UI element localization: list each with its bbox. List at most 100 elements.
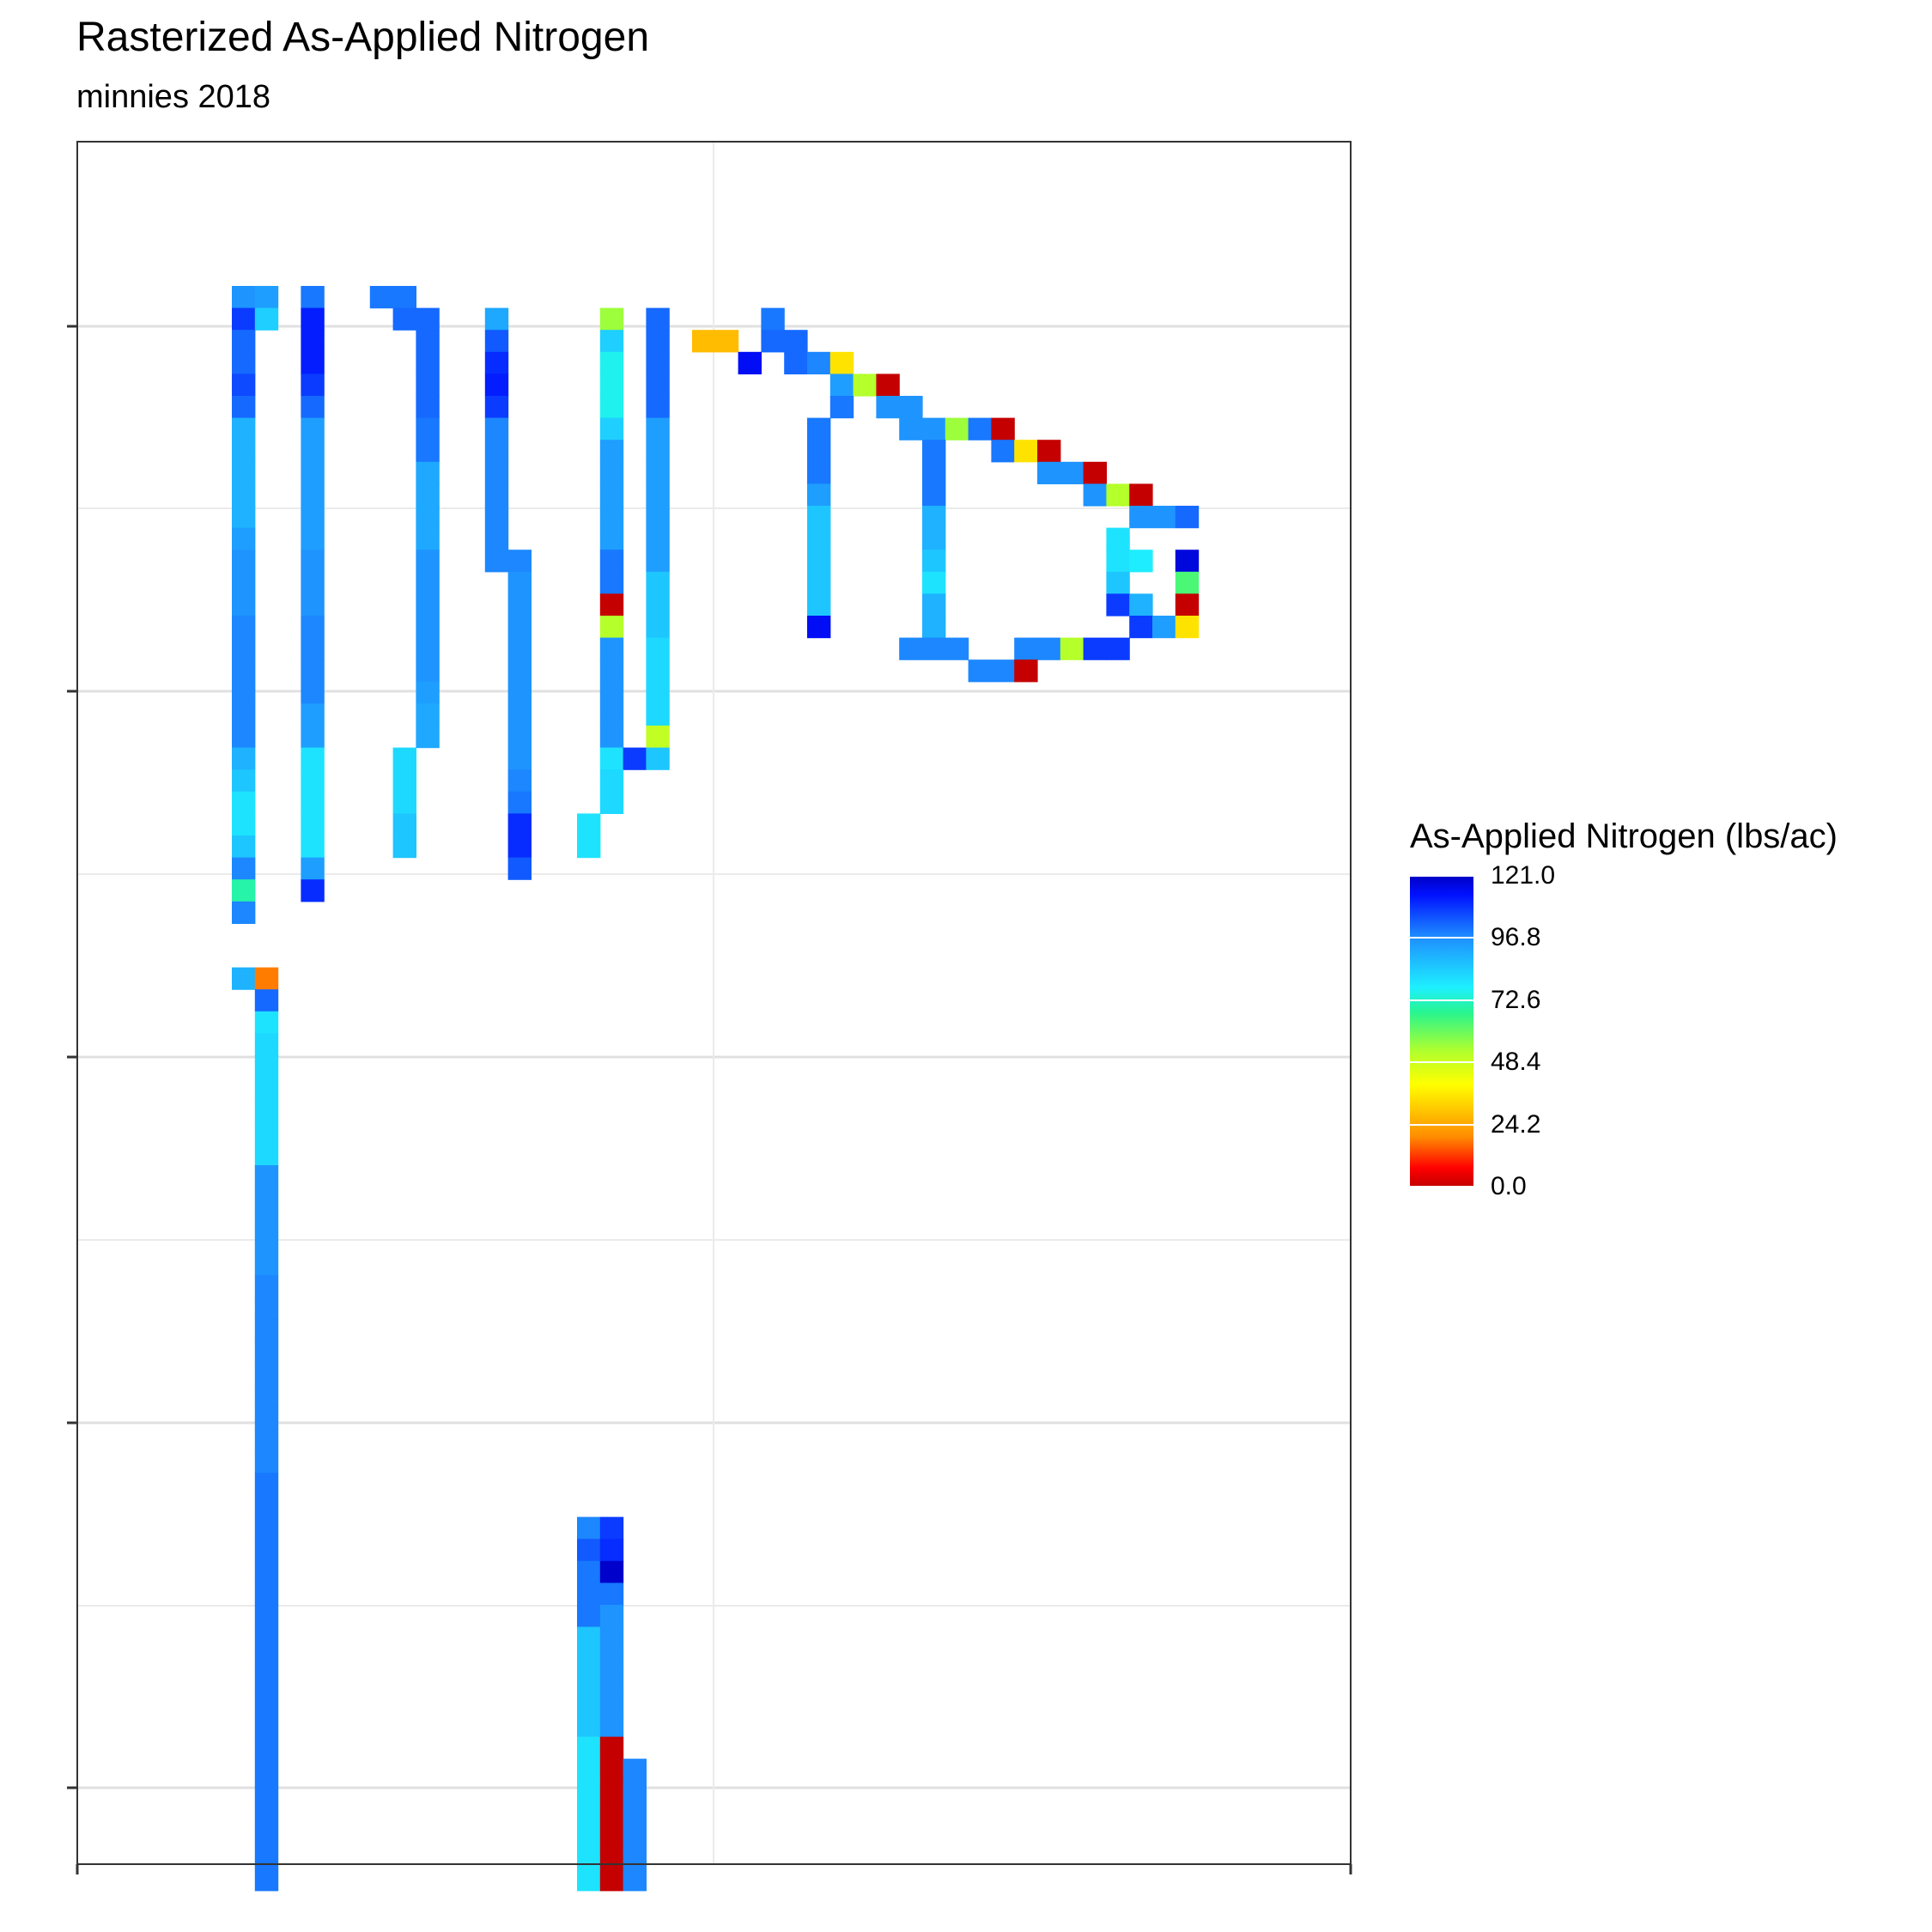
raster-cell	[416, 374, 440, 397]
raster-cell	[232, 879, 256, 902]
raster-cell	[1060, 461, 1084, 484]
raster-cell	[484, 461, 509, 484]
raster-cell	[507, 550, 532, 573]
raster-cell	[899, 417, 923, 440]
raster-cell	[254, 1649, 279, 1672]
legend-tick-label: 0.0	[1491, 1172, 1527, 1200]
raster-cell	[1129, 483, 1153, 507]
raster-cell	[577, 1736, 601, 1759]
raster-cell	[416, 616, 440, 639]
raster-cell	[646, 527, 670, 550]
raster-cell	[599, 1868, 624, 1892]
raster-cell	[599, 417, 624, 440]
raster-cell	[301, 286, 325, 309]
raster-cell	[507, 616, 532, 639]
raster-cell	[646, 351, 670, 374]
raster-cell	[1106, 483, 1130, 507]
raster-cell	[599, 550, 624, 573]
raster-cell	[416, 527, 440, 550]
chart-subtitle: minnies 2018	[76, 79, 271, 115]
raster-cell	[599, 1759, 624, 1782]
raster-cell	[577, 1649, 601, 1672]
raster-cell	[899, 637, 923, 660]
raster-cell	[599, 1539, 624, 1562]
raster-cell	[232, 396, 256, 419]
raster-cell	[738, 351, 762, 374]
raster-cell	[876, 396, 900, 419]
raster-cell	[599, 1692, 624, 1716]
legend-tick-label: 72.6	[1491, 985, 1541, 1014]
raster-cell	[646, 681, 670, 704]
raster-cell	[301, 330, 325, 353]
raster-cell	[254, 1868, 279, 1892]
raster-cell	[807, 417, 831, 440]
raster-cell	[232, 681, 256, 704]
raster-cell	[599, 681, 624, 704]
raster-cell	[577, 1802, 601, 1826]
raster-cell	[254, 967, 279, 990]
raster-cell	[1106, 571, 1130, 594]
raster-cell	[507, 681, 532, 704]
raster-cell	[646, 396, 670, 419]
chart-title: Rasterized As-Applied Nitrogen	[76, 15, 650, 60]
raster-cell	[301, 791, 325, 814]
raster-cell	[507, 726, 532, 749]
raster-cell	[623, 1868, 647, 1892]
raster-cell	[232, 483, 256, 507]
raster-cell	[416, 637, 440, 660]
raster-cell	[416, 307, 440, 331]
raster-cell	[416, 506, 440, 529]
raster-cell	[577, 1539, 601, 1562]
raster-cell	[416, 396, 440, 419]
raster-cell	[599, 1780, 624, 1803]
raster-cell	[507, 571, 532, 594]
legend-colorbar	[1410, 876, 1473, 1187]
raster-cell	[1152, 616, 1176, 639]
raster-cell	[232, 703, 256, 726]
raster-cell	[599, 396, 624, 419]
raster-cell	[301, 417, 325, 440]
raster-cell	[784, 330, 808, 353]
raster-cell	[232, 571, 256, 594]
raster-cell	[301, 637, 325, 660]
legend-tick	[1410, 1061, 1473, 1064]
raster-cell	[577, 1516, 601, 1540]
raster-cell	[484, 351, 509, 374]
raster-cell	[416, 550, 440, 573]
raster-cell	[254, 1583, 279, 1606]
raster-cell	[807, 483, 831, 507]
legend-tick	[1410, 1186, 1473, 1188]
raster-cell	[254, 1209, 279, 1232]
raster-cell	[416, 593, 440, 617]
raster-cell	[507, 835, 532, 859]
raster-cell	[577, 1780, 601, 1803]
raster-cell	[599, 1715, 624, 1738]
raster-cell	[254, 1011, 279, 1034]
raster-cell	[714, 330, 739, 353]
raster-cell	[968, 417, 992, 440]
raster-cell	[991, 659, 1015, 683]
raster-cell	[899, 396, 923, 419]
raster-cell	[876, 374, 900, 397]
raster-cell	[807, 550, 831, 573]
raster-cell	[484, 307, 509, 331]
raster-cell	[599, 1516, 624, 1540]
raster-cell	[599, 747, 624, 770]
raster-cell	[599, 1560, 624, 1583]
raster-cell	[254, 1099, 279, 1122]
raster-cell	[254, 1319, 279, 1342]
raster-cell	[392, 286, 416, 309]
raster-cell	[254, 1297, 279, 1320]
raster-cell	[254, 1715, 279, 1738]
raster-cell	[922, 550, 946, 573]
raster-cell	[599, 483, 624, 507]
raster-cell	[922, 616, 946, 639]
raster-cell	[254, 1692, 279, 1716]
raster-cell	[484, 506, 509, 529]
raster-cell	[599, 726, 624, 749]
raster-cell	[599, 769, 624, 793]
raster-cell	[807, 527, 831, 550]
raster-cell	[507, 747, 532, 770]
raster-cell	[922, 506, 946, 529]
raster-cell	[968, 659, 992, 683]
